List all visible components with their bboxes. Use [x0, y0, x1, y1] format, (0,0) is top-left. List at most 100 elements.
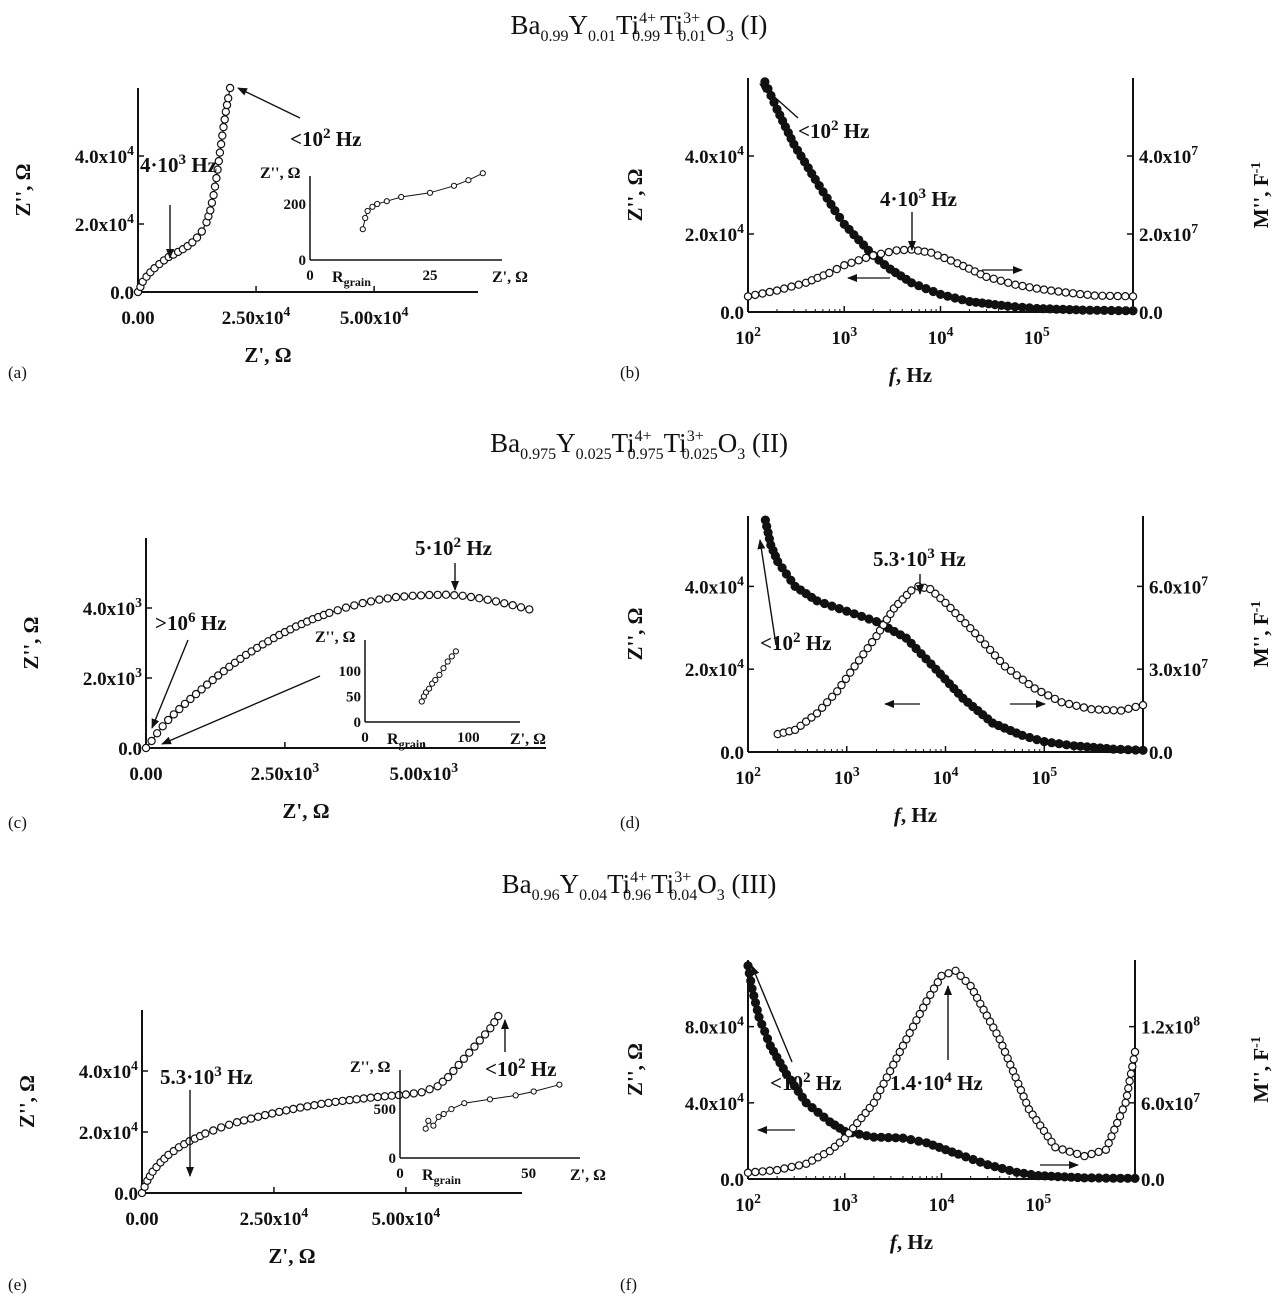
data-point — [324, 1098, 333, 1108]
data-point — [936, 594, 945, 603]
data-point — [751, 290, 760, 300]
data-point — [840, 261, 849, 270]
x-tick-label: 2.50x104​ — [222, 304, 291, 329]
data-point — [366, 1093, 375, 1102]
data-point — [926, 990, 935, 1000]
data-point — [387, 1091, 396, 1100]
data-point — [861, 1131, 872, 1141]
data-point — [796, 721, 805, 731]
data-point — [1051, 1143, 1060, 1152]
data-point — [1039, 736, 1049, 747]
data-point — [819, 1112, 829, 1122]
data-point — [946, 603, 955, 613]
x-tick-label: 2.50x103​ — [251, 760, 320, 785]
data-point — [341, 603, 351, 612]
inset-y-label: Z'', Ω — [260, 165, 301, 182]
inset-data-point — [486, 1096, 494, 1103]
data-point — [394, 1090, 404, 1100]
inset-data-point — [461, 1100, 468, 1107]
inset-data-point — [359, 226, 366, 233]
inset-y-tick-label: 200 — [284, 197, 307, 213]
data-point — [1043, 691, 1053, 700]
data-point — [842, 606, 852, 616]
data-point — [253, 1112, 263, 1122]
data-point — [1054, 739, 1064, 749]
data-point — [956, 613, 965, 623]
data-point — [869, 251, 878, 260]
data-point — [230, 658, 240, 668]
y2-axis-label: M'', F-1 — [1249, 601, 1273, 668]
data-point — [1057, 698, 1066, 707]
data-point — [500, 599, 509, 608]
annotation-label: 4·103 Hz — [140, 152, 217, 177]
data-point — [876, 249, 886, 258]
chart-panel-a: 0.00 2.50x104​ 5.00x104​ 0.0 2.0x104​ 4.0x104… — [8, 83, 528, 382]
data-point — [1130, 745, 1141, 755]
data-point — [152, 729, 162, 738]
y2-axis-label: M'', F-1 — [1249, 1036, 1273, 1103]
data-point — [366, 597, 376, 606]
data-point — [944, 969, 953, 978]
data-point — [854, 256, 863, 265]
data-point — [197, 227, 206, 236]
data-point — [1121, 292, 1130, 301]
data-point — [743, 292, 753, 301]
data-point — [929, 984, 939, 993]
data-point — [1075, 289, 1085, 299]
data-point — [751, 1167, 760, 1177]
data-point — [807, 1102, 817, 1113]
data-point — [1116, 706, 1126, 715]
data-point — [1087, 1149, 1096, 1159]
data-point — [186, 694, 195, 704]
inset-y-tick-label: 500 — [374, 1102, 397, 1118]
data-point — [985, 645, 995, 655]
y-tick-label: 2.0x104​ — [79, 1119, 138, 1144]
data-point — [1025, 283, 1034, 292]
data-point — [961, 976, 970, 986]
data-point — [180, 699, 190, 709]
y-tick-label: 4.0x104​ — [685, 1090, 744, 1115]
x-tick-label: 5.00x103​ — [389, 760, 458, 785]
inset-y-tick-label: 0 — [354, 715, 362, 731]
y2-axis-label: M'', F-1 — [1249, 162, 1273, 229]
annotation-label: >106 Hz — [155, 610, 226, 635]
data-point — [837, 680, 846, 690]
data-point — [1128, 1062, 1137, 1071]
data-point — [951, 966, 960, 976]
data-point — [790, 725, 800, 735]
panel-label: (d) — [620, 813, 640, 832]
data-point — [1058, 1145, 1067, 1154]
data-point — [906, 1134, 916, 1145]
x-axis-label: Z', Ω — [268, 1244, 315, 1268]
inset-data-point — [444, 658, 451, 665]
y2-tick-label: 6.0x107​ — [1141, 1090, 1200, 1115]
data-point — [147, 736, 156, 746]
x-tick-label: 0.00 — [125, 1209, 158, 1230]
data-point — [1061, 740, 1072, 750]
data-point — [1116, 744, 1126, 755]
data-point — [383, 594, 392, 603]
inset-data-point — [440, 1110, 447, 1118]
annotation-arrow — [161, 675, 321, 745]
data-point — [1079, 703, 1089, 712]
data-point — [781, 569, 792, 579]
annotation-label: <102 Hz — [760, 630, 831, 655]
data-point — [812, 596, 822, 606]
y2-tick-label: 1.2x108​ — [1141, 1014, 1200, 1039]
y-axis-label: Z'', Ω — [19, 617, 43, 670]
data-point — [225, 83, 235, 93]
y-tick-label: 0.0 — [720, 303, 744, 324]
x-tick-label: 104​ — [933, 764, 959, 789]
data-point — [483, 595, 492, 605]
data-point — [225, 662, 234, 672]
data-point — [1039, 285, 1049, 294]
data-point — [812, 709, 822, 718]
y-tick-label: 4.0x104​ — [685, 143, 744, 168]
data-point — [931, 589, 940, 598]
data-point — [982, 272, 991, 282]
inset-y-label: Z'', Ω — [350, 1059, 391, 1076]
data-point — [1000, 662, 1010, 671]
data-point — [289, 1104, 298, 1114]
data-point — [856, 611, 867, 622]
data-point — [525, 605, 534, 614]
